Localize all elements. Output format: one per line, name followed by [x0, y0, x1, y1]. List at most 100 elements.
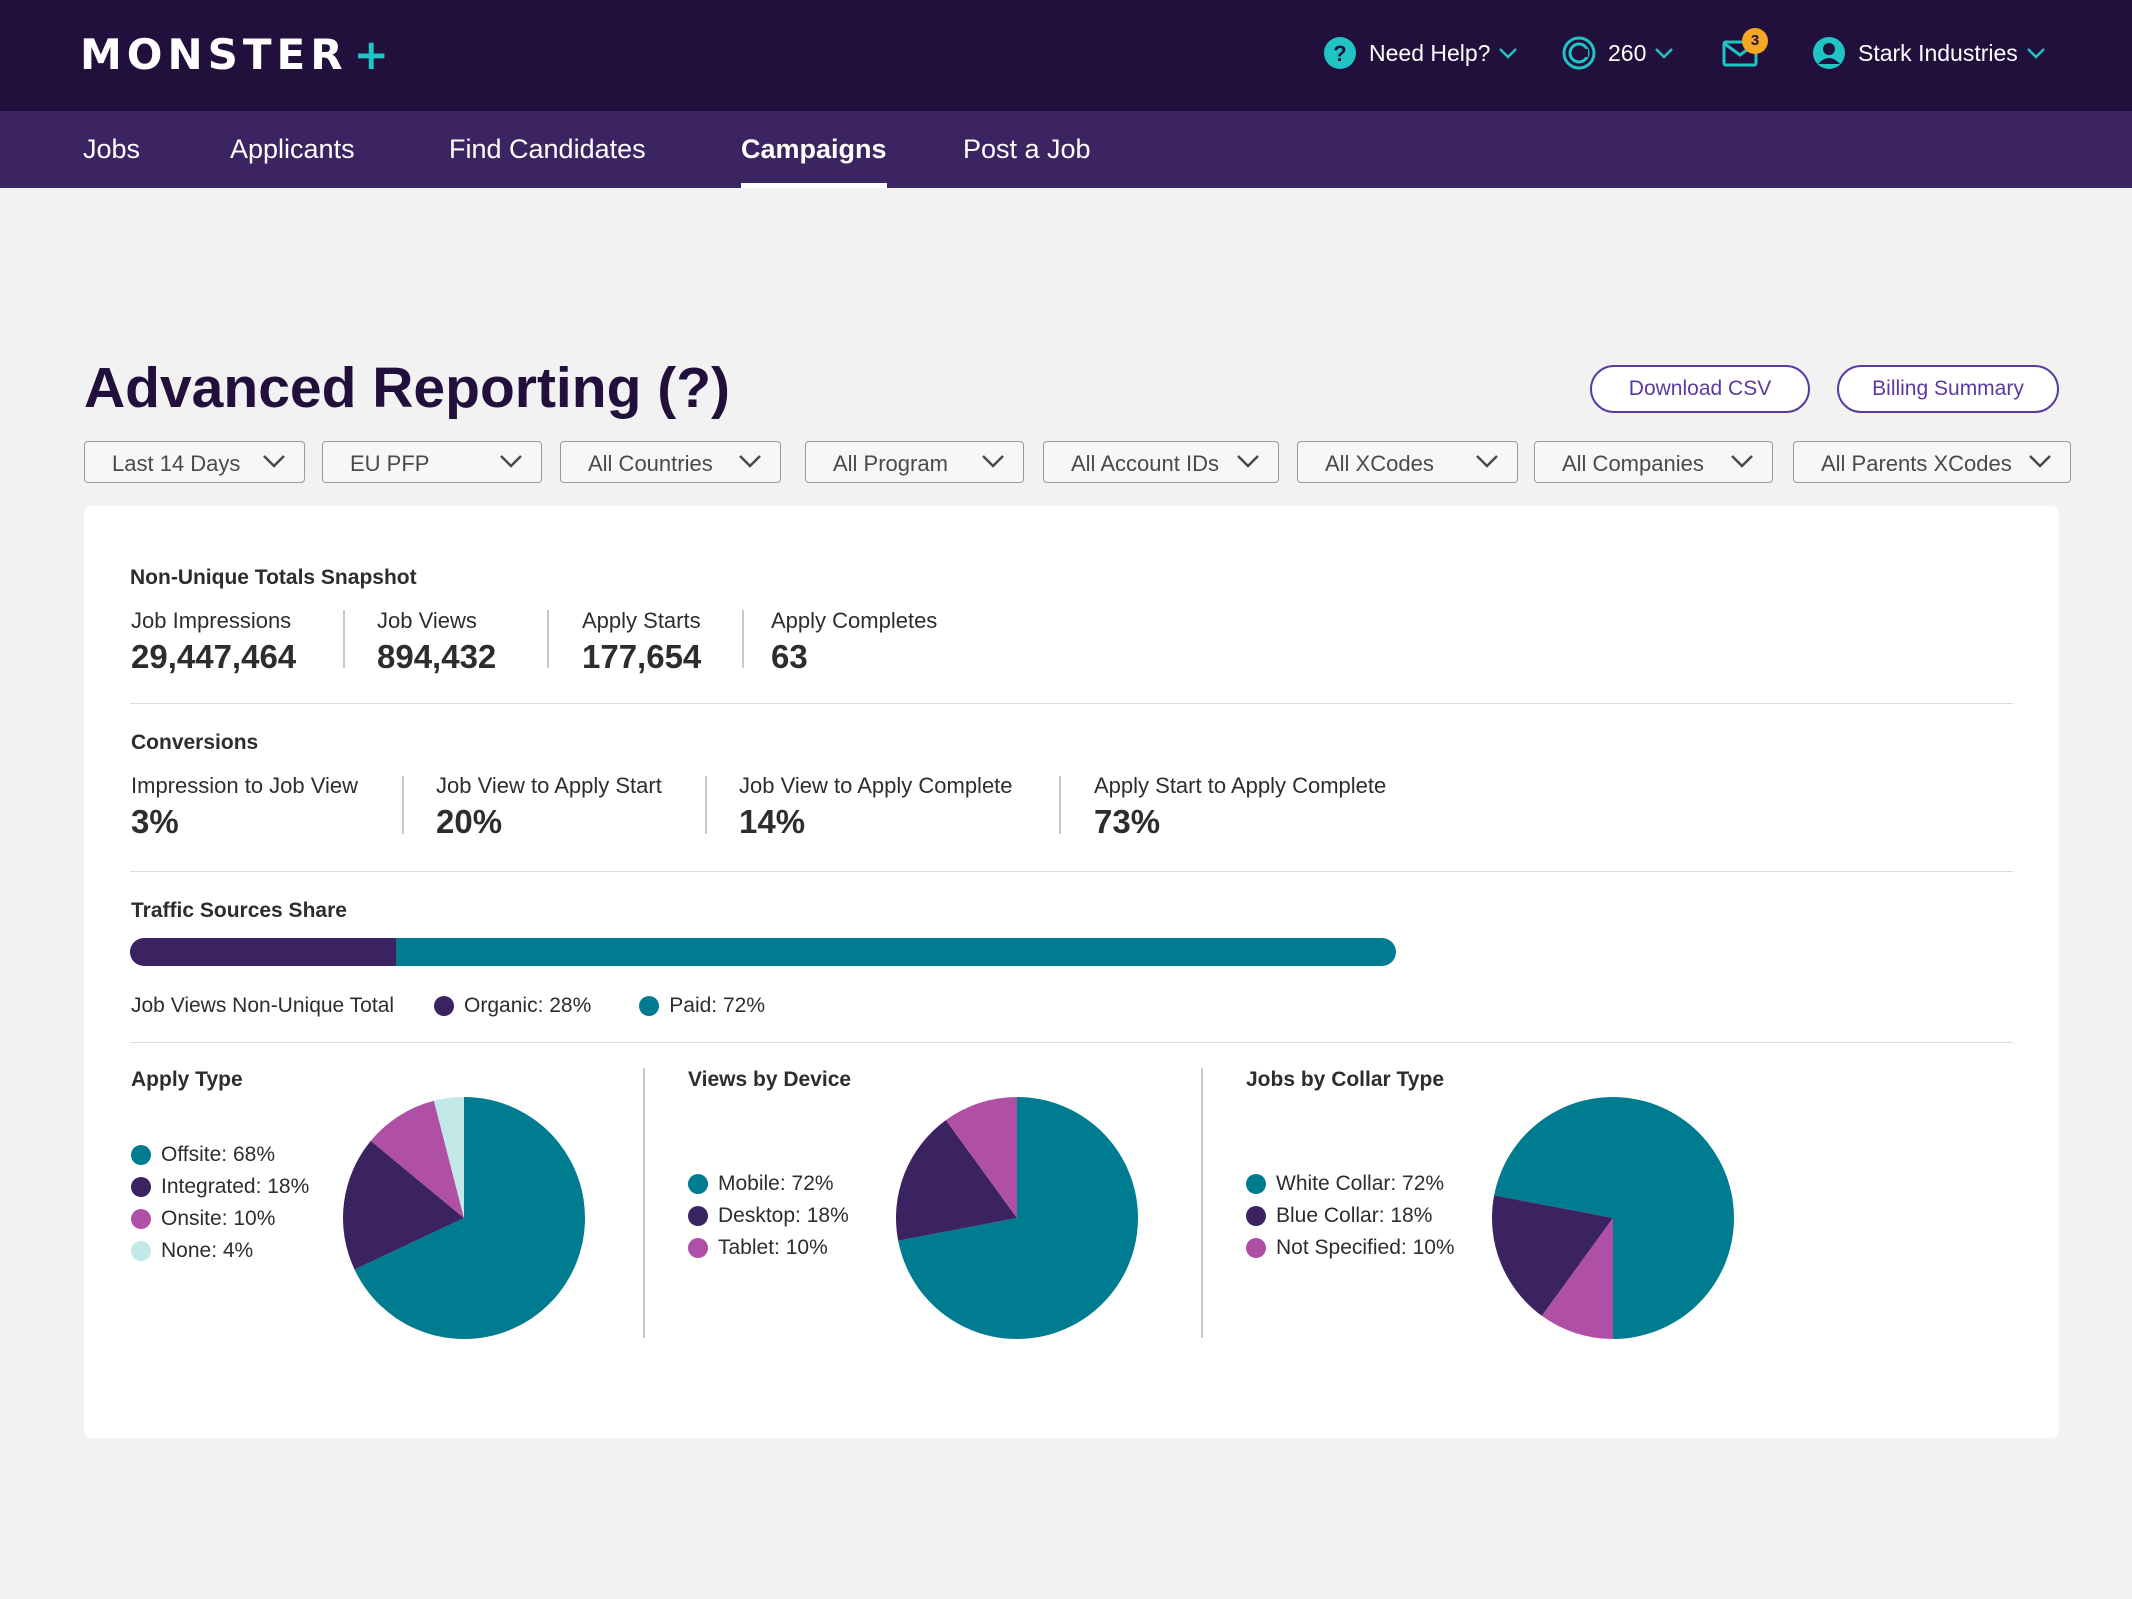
chevron-down-icon: [1654, 47, 1674, 59]
chevron-down-icon: [1237, 455, 1259, 468]
collar-type-legend: White Collar: 72% Blue Collar: 18% Not S…: [1246, 1172, 1455, 1268]
legend-dot: [1246, 1174, 1266, 1194]
divider: [130, 871, 2013, 872]
legend-dot: [688, 1174, 708, 1194]
report-card: Non-Unique Totals Snapshot Job Impressio…: [84, 506, 2059, 1438]
divider: [1059, 776, 1061, 834]
filter-label: All Countries: [588, 451, 713, 476]
chevron-down-icon: [2026, 47, 2046, 59]
credits-menu[interactable]: 260: [1562, 36, 1674, 70]
legend-dot: [131, 1145, 151, 1165]
legend-label: Offsite: 68%: [161, 1143, 276, 1166]
filter-label: Last 14 Days: [112, 451, 241, 476]
main-nav: Jobs Applicants Find Candidates Campaign…: [0, 111, 2132, 188]
legend-label: Onsite: 10%: [161, 1207, 276, 1230]
traffic-total-label: Job Views Non-Unique Total: [131, 994, 395, 1017]
need-help-menu[interactable]: ? Need Help?: [1323, 36, 1518, 70]
divider: [742, 610, 744, 668]
traffic-title: Traffic Sources Share: [131, 899, 347, 922]
country-filter[interactable]: All Countries: [560, 441, 781, 483]
nav-tab-campaigns[interactable]: Campaigns: [741, 111, 887, 188]
chevron-down-icon: [1498, 47, 1518, 59]
company-filter[interactable]: All Companies: [1534, 441, 1773, 483]
program-filter[interactable]: All Program: [805, 441, 1024, 483]
stat-label: Impression to Job View: [131, 773, 359, 798]
divider: [343, 610, 345, 668]
stat-label: Job View to Apply Complete: [739, 773, 1013, 798]
legend-item: Tablet: 10%: [688, 1236, 849, 1260]
apply-type-legend: Offsite: 68% Integrated: 18% Onsite: 10%…: [131, 1143, 309, 1271]
stat-start-to-complete: Apply Start to Apply Complete 73%: [1094, 773, 1386, 841]
filter-label: All Companies: [1562, 451, 1704, 476]
stat-label: Job Views: [377, 608, 477, 633]
logo-plus: +: [353, 30, 394, 79]
divider: [130, 1042, 2013, 1043]
filter-label: All Account IDs: [1071, 451, 1219, 476]
traffic-legend: Job Views Non-Unique Total Organic: 28% …: [131, 994, 765, 1018]
stat-value: 63: [771, 638, 808, 675]
stat-value: 894,432: [377, 638, 497, 675]
stat-job-views: Job Views 894,432: [377, 608, 496, 676]
nav-tab-jobs[interactable]: Jobs: [83, 134, 141, 164]
chevron-down-icon: [500, 455, 522, 468]
stat-value: 20%: [436, 803, 503, 840]
pie-slice-none: [433, 1097, 464, 1218]
monster-logo[interactable]: MONSTER +: [80, 30, 394, 79]
chevron-down-icon: [2029, 455, 2051, 468]
help-icon: ?: [1323, 36, 1357, 70]
legend-dot: [131, 1177, 151, 1197]
pie-slice-onsite: [370, 1100, 464, 1218]
views-by-device-pie-chart: [896, 1097, 1138, 1339]
credits-count: 260: [1608, 39, 1647, 66]
nav-tab-post-a-job[interactable]: Post a Job: [963, 134, 1091, 164]
divider: [547, 610, 549, 668]
stat-apply-completes: Apply Completes 63: [771, 608, 937, 676]
account-menu[interactable]: Stark Industries: [1812, 36, 2046, 70]
organic-share-segment: [130, 938, 396, 966]
conversions-title: Conversions: [131, 731, 259, 754]
billing-summary-button[interactable]: Billing Summary: [1837, 365, 2059, 413]
divider: [1201, 1068, 1203, 1338]
legend-label: White Collar: 72%: [1276, 1172, 1445, 1195]
stat-label: Job View to Apply Start: [436, 773, 662, 798]
divider: [705, 776, 707, 834]
stat-job-impressions: Job Impressions 29,447,464: [131, 608, 296, 676]
account-id-filter[interactable]: All Account IDs: [1043, 441, 1279, 483]
legend-item: Mobile: 72%: [688, 1172, 849, 1196]
traffic-share-bar: [130, 938, 1396, 966]
filter-label: All Parents XCodes: [1821, 451, 2012, 476]
legend-label: Blue Collar: 18%: [1276, 1204, 1433, 1227]
pie-slice-offsite: [354, 1097, 585, 1339]
legend-label: Integrated: 18%: [161, 1175, 310, 1198]
stat-value: 177,654: [582, 638, 702, 675]
chevron-down-icon: [263, 455, 285, 468]
nav-tab-applicants[interactable]: Applicants: [230, 134, 355, 164]
pie-slice-white-collar: [1494, 1097, 1734, 1339]
apply-type-pie-chart: [343, 1097, 585, 1339]
legend-item: Onsite: 10%: [131, 1207, 309, 1231]
parent-xcode-filter[interactable]: All Parents XCodes: [1793, 441, 2071, 483]
date-range-filter[interactable]: Last 14 Days: [84, 441, 305, 483]
organic-dot: [434, 996, 455, 1016]
divider: [402, 776, 404, 834]
svg-text:?: ?: [1333, 41, 1346, 66]
download-csv-button[interactable]: Download CSV: [1590, 365, 1810, 413]
chevron-down-icon: [1731, 455, 1753, 468]
snapshot-title: Non-Unique Totals Snapshot: [130, 566, 417, 589]
legend-item: Integrated: 18%: [131, 1175, 309, 1199]
legend-item: Desktop: 18%: [688, 1204, 849, 1228]
stat-impression-to-view: Impression to Job View 3%: [131, 773, 358, 841]
stat-value: 3%: [131, 803, 179, 840]
pie-slice-integrated: [343, 1140, 464, 1270]
views-by-device-legend: Mobile: 72% Desktop: 18% Tablet: 10%: [688, 1172, 849, 1268]
market-filter[interactable]: EU PFP: [322, 441, 542, 483]
xcode-filter[interactable]: All XCodes: [1297, 441, 1518, 483]
legend-item: Not Specified: 10%: [1246, 1236, 1455, 1260]
chevron-down-icon: [1476, 455, 1498, 468]
pie-slice-desktop: [896, 1120, 1017, 1241]
nav-tab-find-candidates[interactable]: Find Candidates: [449, 134, 646, 164]
pie-slice-tablet: [945, 1097, 1017, 1218]
legend-label: Tablet: 10%: [718, 1236, 828, 1259]
stat-view-to-apply-complete: Job View to Apply Complete 14%: [739, 773, 1013, 841]
messages-button[interactable]: 3: [1722, 28, 1768, 68]
